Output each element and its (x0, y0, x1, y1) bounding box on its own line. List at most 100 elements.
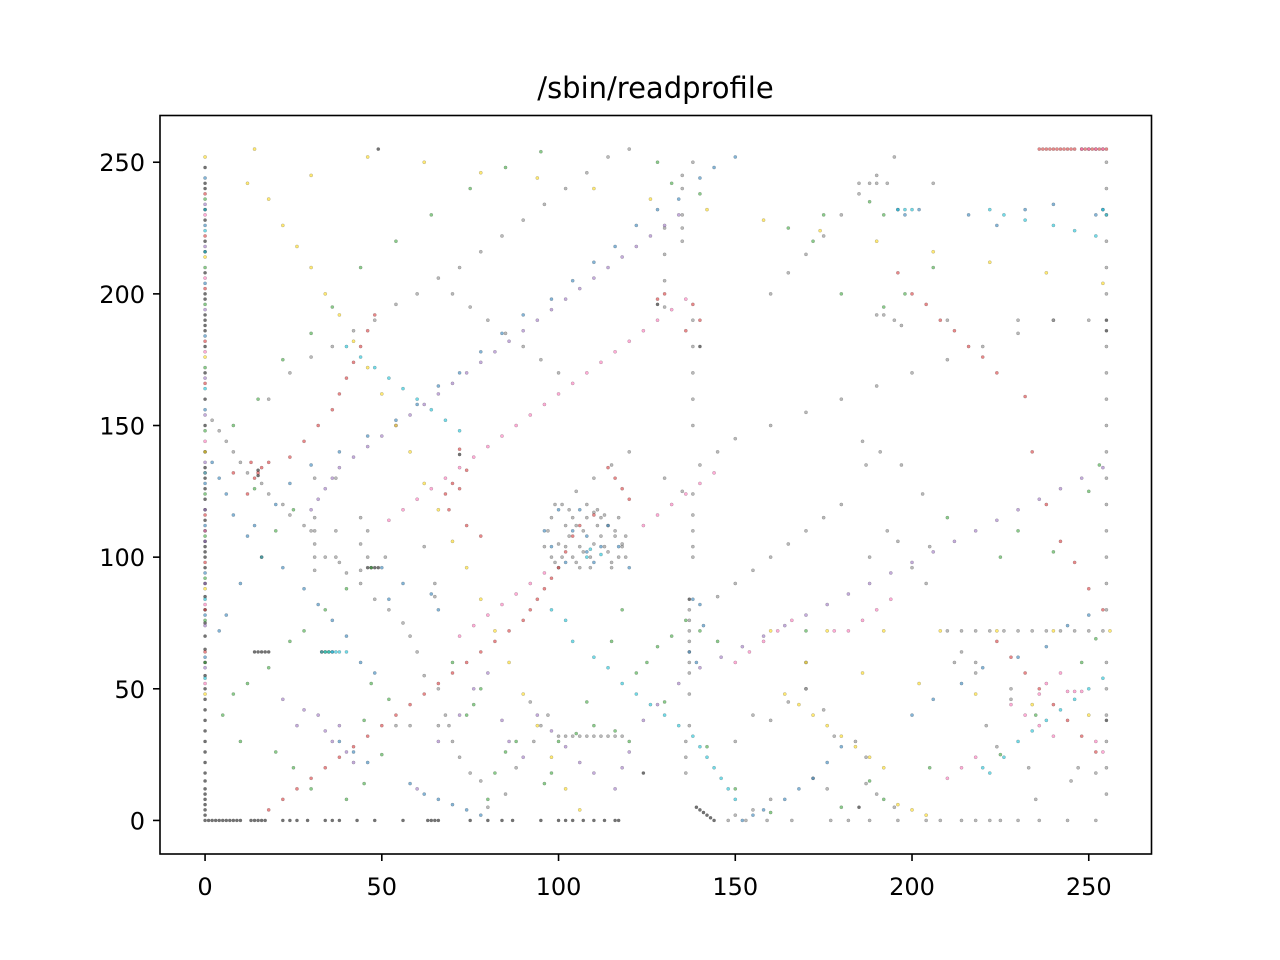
data-point (1079, 734, 1084, 739)
data-point (203, 265, 207, 270)
data-point (620, 255, 625, 259)
data-point (422, 692, 427, 696)
data-point (1023, 207, 1027, 212)
data-point (1101, 629, 1105, 633)
data-point (312, 568, 317, 573)
data-point (570, 515, 575, 520)
data-point (609, 639, 614, 644)
data-point (768, 718, 773, 723)
data-point (245, 181, 250, 186)
data-point (203, 202, 207, 207)
data-point (372, 818, 377, 823)
data-point (252, 650, 257, 654)
data-point (358, 265, 363, 270)
data-point (486, 444, 490, 449)
data-point (542, 781, 547, 786)
data-point (881, 629, 886, 633)
data-point (203, 544, 207, 549)
data-point (365, 434, 370, 438)
data-point (613, 786, 617, 791)
data-point (379, 565, 384, 570)
data-point (839, 502, 844, 507)
data-point (203, 618, 207, 623)
data-point (1009, 697, 1013, 702)
data-point (1072, 560, 1077, 565)
data-point (782, 623, 787, 628)
data-point (273, 528, 278, 533)
data-point (595, 507, 600, 512)
data-point (662, 278, 667, 283)
data-point (592, 818, 596, 823)
data-point (203, 808, 207, 812)
data-point (323, 765, 328, 770)
data-point (966, 213, 971, 217)
data-point (203, 607, 207, 612)
data-point (846, 818, 851, 823)
data-point (927, 544, 932, 549)
data-point (312, 528, 317, 533)
data-point (910, 371, 914, 375)
data-point (316, 423, 321, 428)
data-point (563, 297, 568, 301)
data-point (945, 515, 950, 520)
data-point (821, 213, 826, 217)
data-point (662, 476, 667, 481)
data-point (210, 818, 214, 823)
data-point (733, 797, 738, 802)
data-point (592, 771, 596, 775)
y-axis: 0 50 100 150 200 250 (99, 149, 160, 835)
data-point (1037, 818, 1042, 823)
data-point (570, 381, 575, 386)
data-point (203, 328, 207, 333)
data-point (266, 197, 271, 201)
data-point (224, 492, 229, 496)
data-point (203, 228, 207, 233)
data-point (535, 318, 540, 323)
data-point (266, 650, 271, 654)
data-point (323, 607, 328, 612)
data-point (1026, 765, 1031, 770)
data-point (245, 492, 250, 496)
data-point (203, 602, 207, 607)
data-point (606, 734, 610, 739)
data-point (775, 629, 780, 633)
data-point (662, 713, 667, 717)
data-point (687, 650, 692, 654)
data-point (252, 486, 257, 491)
data-point (1072, 689, 1077, 694)
data-point (924, 818, 929, 823)
data-point (712, 471, 716, 475)
data-point (1009, 702, 1013, 707)
data-point (786, 270, 791, 275)
data-point (334, 528, 338, 533)
data-point (761, 808, 766, 812)
data-point (1104, 528, 1109, 533)
data-point (581, 818, 586, 823)
data-point (259, 555, 264, 560)
data-point (885, 528, 890, 533)
data-point (1048, 147, 1052, 151)
data-point (733, 155, 738, 159)
data-point (245, 681, 250, 686)
data-point (1104, 397, 1109, 402)
data-point (740, 644, 745, 649)
data-point (539, 818, 543, 823)
data-point (973, 818, 978, 823)
data-point (888, 571, 893, 575)
data-point (514, 739, 518, 744)
data-point (1086, 586, 1091, 591)
data-point (627, 750, 632, 754)
data-point (457, 265, 462, 270)
data-point (203, 181, 207, 186)
data-point (220, 818, 225, 823)
data-point (231, 692, 236, 696)
data-point (687, 618, 692, 623)
data-point (266, 460, 271, 465)
data-point (602, 818, 607, 823)
data-point (825, 629, 830, 633)
data-point (938, 629, 943, 633)
data-point (266, 397, 271, 402)
data-point (839, 292, 844, 296)
data-point (680, 213, 685, 217)
data-point (203, 313, 207, 317)
